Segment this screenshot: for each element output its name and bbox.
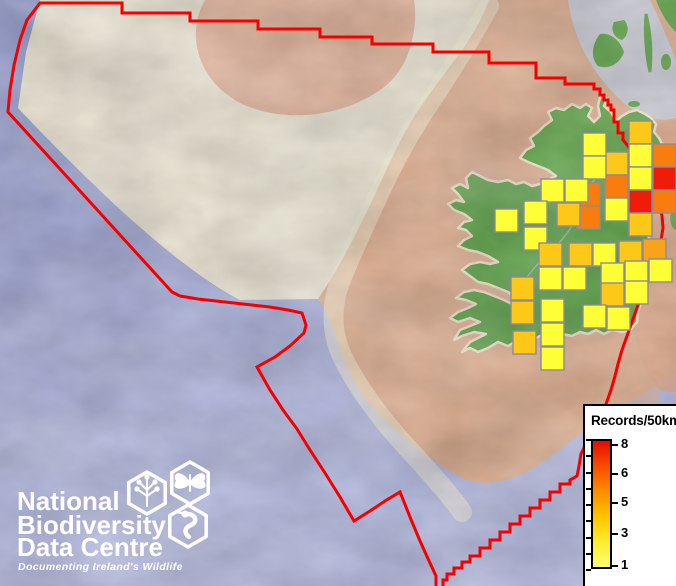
record-grid-cell xyxy=(540,322,565,347)
record-grid-cell xyxy=(652,143,676,168)
record-grid-cell xyxy=(648,258,673,283)
legend-minor-tick xyxy=(586,504,591,506)
record-grid-cell xyxy=(604,174,629,199)
record-grid-cell xyxy=(523,200,548,225)
record-grid-cell xyxy=(628,212,653,237)
record-grid-cell xyxy=(568,242,593,267)
record-grid-cell xyxy=(538,242,563,267)
record-grid-cell xyxy=(540,346,565,371)
record-grid-cell xyxy=(628,143,653,168)
legend-scale-value: 5 xyxy=(621,494,629,509)
record-grid-cell xyxy=(562,266,587,291)
record-grid-cell xyxy=(510,300,535,325)
record-grid-cell xyxy=(582,132,607,157)
record-grid-cell xyxy=(512,330,537,355)
record-grid-cell xyxy=(540,298,565,323)
record-grid-cell xyxy=(494,208,519,233)
record-grid-cell xyxy=(652,166,676,191)
legend-tick xyxy=(612,444,618,446)
logo-line-3: Data Centre xyxy=(17,532,163,562)
seahorse-icon xyxy=(168,503,208,549)
record-grid-cell xyxy=(628,189,653,214)
logo-tagline: Documenting Ireland's Wildlife xyxy=(18,561,183,573)
legend-minor-tick xyxy=(586,552,591,555)
legend-tick xyxy=(612,473,618,475)
record-grid-cell xyxy=(604,151,629,176)
legend-scale-value: 3 xyxy=(621,525,629,540)
plant-icon xyxy=(127,470,167,516)
legend-tick xyxy=(612,533,618,535)
legend-minor-tick xyxy=(586,455,591,458)
record-grid-cell xyxy=(510,276,535,301)
record-grid-cell xyxy=(582,155,607,180)
record-grid-cell xyxy=(540,178,565,203)
legend-tick xyxy=(612,502,618,504)
legend-tick xyxy=(612,565,618,567)
legend-minor-tick xyxy=(586,520,591,523)
legend-box: Records/50km 8 6 5 3 1 xyxy=(583,404,676,586)
record-grid-cell xyxy=(556,202,581,227)
boundary-line xyxy=(6,1,665,586)
legend-scale-value: 8 xyxy=(621,436,629,451)
records-grid xyxy=(494,120,676,371)
legend-minor-tick xyxy=(586,569,591,571)
legend-minor-tick xyxy=(586,487,591,490)
logo-line-1: National xyxy=(17,486,120,516)
record-grid-cell xyxy=(604,197,629,222)
legend-title: Records/50km xyxy=(591,413,676,428)
record-grid-cell xyxy=(538,266,563,291)
legend-scale-value: 1 xyxy=(621,557,629,572)
butterfly-icon xyxy=(170,460,210,506)
record-grid-cell xyxy=(624,280,649,305)
record-grid-cell xyxy=(564,178,589,203)
record-grid-cell xyxy=(652,189,676,214)
nbdc-logo: National Biodiversity Data Centre Docume… xyxy=(0,440,260,586)
record-grid-cell xyxy=(628,166,653,191)
legend-scale-value: 6 xyxy=(621,465,629,480)
record-grid-cell xyxy=(606,306,631,331)
record-grid-cell xyxy=(628,120,653,145)
legend-color-ramp xyxy=(591,439,612,569)
legend-minor-tick xyxy=(586,536,591,539)
legend-minor-tick xyxy=(586,471,591,474)
logo-line-2: Biodiversity xyxy=(17,510,166,540)
legend-minor-tick xyxy=(586,439,591,441)
logo-hexagons xyxy=(127,460,210,549)
record-grid-cell xyxy=(582,304,607,329)
record-grid-cell xyxy=(600,282,625,307)
